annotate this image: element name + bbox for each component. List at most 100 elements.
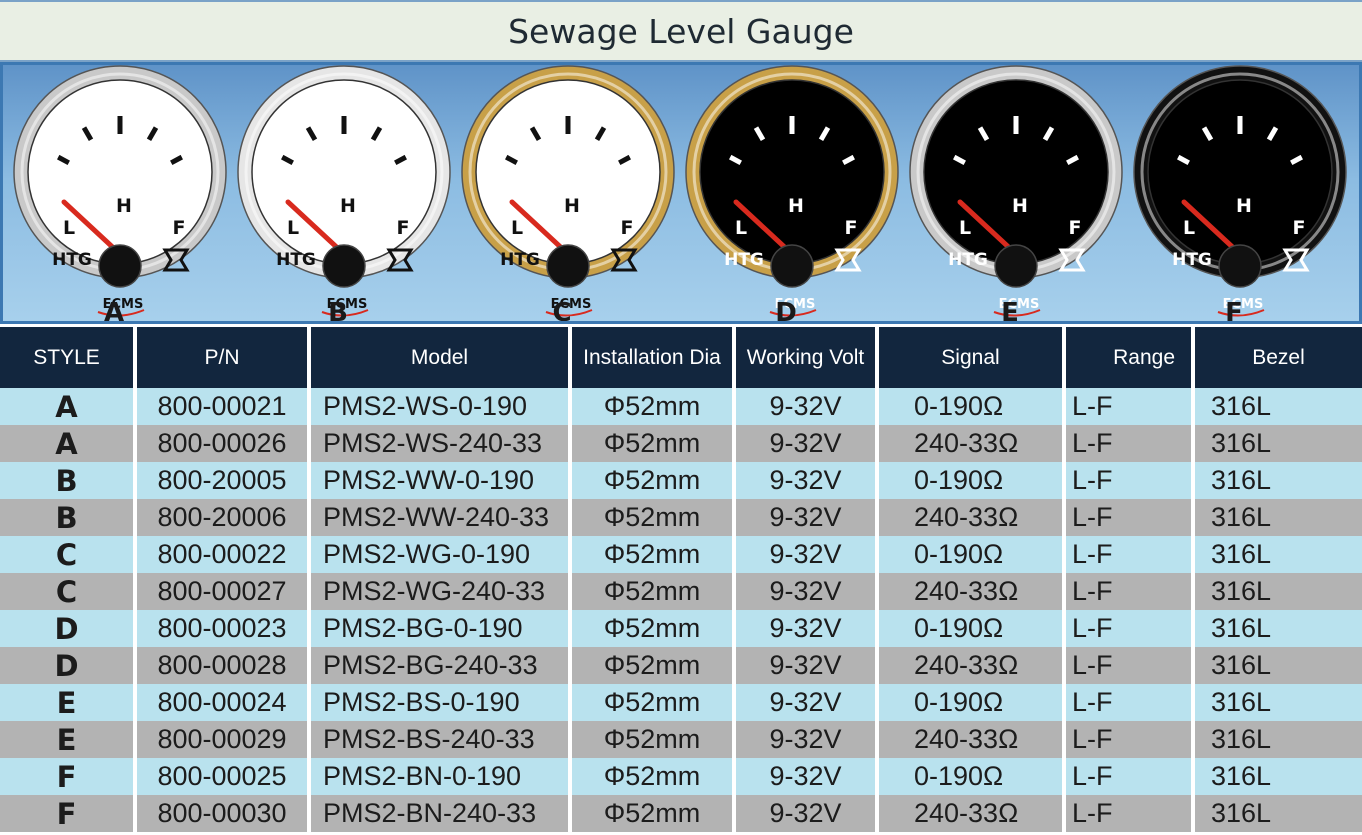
tick-mark bbox=[1066, 154, 1079, 165]
header-signal: Signal bbox=[875, 327, 1062, 388]
brand-logo: ECMS bbox=[775, 297, 816, 312]
cell-model: PMS2-BG-0-190 bbox=[307, 610, 568, 647]
cell-installation-dia: Φ52mm bbox=[568, 721, 732, 758]
tank-symbol-icon bbox=[1282, 248, 1310, 272]
tank-type-label: HTG bbox=[52, 250, 92, 270]
cell-range: L-F bbox=[1062, 684, 1191, 721]
cell-pn: 800-00021 bbox=[133, 388, 307, 425]
cell-installation-dia: Φ52mm bbox=[568, 462, 732, 499]
tick-mark bbox=[394, 154, 407, 165]
header-installation-dia: Installation Dia bbox=[568, 327, 732, 388]
cell-bezel: 316L bbox=[1191, 610, 1362, 647]
scale-label-half: H bbox=[340, 195, 356, 217]
cell-range: L-F bbox=[1062, 647, 1191, 684]
cell-bezel: 316L bbox=[1191, 758, 1362, 795]
cell-bezel: 316L bbox=[1191, 647, 1362, 684]
cell-style: B bbox=[0, 499, 133, 536]
cell-range: L-F bbox=[1062, 795, 1191, 832]
tick-mark bbox=[81, 126, 94, 142]
table-row: F 800-00030 PMS2-BN-240-33 Φ52mm 9-32V 240-33… bbox=[0, 795, 1362, 832]
title-bar: Sewage Level Gauge bbox=[0, 0, 1362, 62]
table-row: A 800-00026 PMS2-WS-240-33 Φ52mm 9-32V 240-33… bbox=[0, 425, 1362, 462]
page-title: Sewage Level Gauge bbox=[508, 11, 854, 51]
cell-style: E bbox=[0, 684, 133, 721]
cell-range: L-F bbox=[1062, 425, 1191, 462]
cell-style: C bbox=[0, 536, 133, 573]
cell-working-volt: 9-32V bbox=[732, 610, 875, 647]
cell-style: D bbox=[0, 610, 133, 647]
cell-model: PMS2-BS-240-33 bbox=[307, 721, 568, 758]
cell-style: C bbox=[0, 573, 133, 610]
cell-pn: 800-20006 bbox=[133, 499, 307, 536]
table-row: C 800-00027 PMS2-WG-240-33 Φ52mm 9-32V 240-33… bbox=[0, 573, 1362, 610]
scale-label-half: H bbox=[116, 195, 132, 217]
needle-hub bbox=[1218, 244, 1262, 288]
tick-mark bbox=[146, 126, 159, 142]
cell-installation-dia: Φ52mm bbox=[568, 684, 732, 721]
gauge-style-letter: F bbox=[1225, 298, 1243, 321]
tick-mark bbox=[1290, 154, 1303, 165]
tick-mark bbox=[170, 154, 183, 165]
header-range: Range bbox=[1062, 327, 1191, 388]
table-row: C 800-00022 PMS2-WG-0-190 Φ52mm 9-32V 0-190Ω L… bbox=[0, 536, 1362, 573]
brand-logo: ECMS bbox=[999, 297, 1040, 312]
tick-mark bbox=[1042, 126, 1055, 142]
cell-installation-dia: Φ52mm bbox=[568, 573, 732, 610]
brand-logo: ECMS bbox=[327, 297, 368, 312]
cell-range: L-F bbox=[1062, 462, 1191, 499]
table-row: F 800-00025 PMS2-BN-0-190 Φ52mm 9-32V 0-190Ω L… bbox=[0, 758, 1362, 795]
gauge-gallery: LHFHTGECMSALHFHTGECMSBLHFHTGECMSCLHFHTGE… bbox=[13, 65, 1347, 321]
cell-style: F bbox=[0, 758, 133, 795]
cell-installation-dia: Φ52mm bbox=[568, 795, 732, 832]
cell-bezel: 316L bbox=[1191, 462, 1362, 499]
scale-label-full: F bbox=[173, 217, 186, 239]
cell-installation-dia: Φ52mm bbox=[568, 610, 732, 647]
header-style: STYLE bbox=[0, 327, 133, 388]
cell-pn: 800-00026 bbox=[133, 425, 307, 462]
gauge-style-letter: B bbox=[328, 298, 348, 321]
cell-signal: 240-33Ω bbox=[875, 425, 1062, 462]
cell-signal: 0-190Ω bbox=[875, 758, 1062, 795]
cell-working-volt: 9-32V bbox=[732, 795, 875, 832]
tick-mark bbox=[818, 126, 831, 142]
tank-type-label: HTG bbox=[1172, 250, 1212, 270]
cell-working-volt: 9-32V bbox=[732, 758, 875, 795]
table-header-row: STYLE P/N Model Installation Dia Working… bbox=[0, 327, 1362, 388]
tick-mark bbox=[529, 126, 542, 142]
cell-bezel: 316L bbox=[1191, 499, 1362, 536]
cell-range: L-F bbox=[1062, 388, 1191, 425]
brand-swoosh bbox=[1217, 309, 1265, 317]
gauge-needle bbox=[61, 199, 123, 257]
cell-pn: 800-20005 bbox=[133, 462, 307, 499]
cell-pn: 800-00027 bbox=[133, 573, 307, 610]
brand-logo: ECMS bbox=[103, 297, 144, 312]
cell-bezel: 316L bbox=[1191, 795, 1362, 832]
cell-range: L-F bbox=[1062, 573, 1191, 610]
table-row: D 800-00023 PMS2-BG-0-190 Φ52mm 9-32V 0-190Ω L… bbox=[0, 610, 1362, 647]
header-pn: P/N bbox=[133, 327, 307, 388]
scale-label-full: F bbox=[1069, 217, 1082, 239]
cell-model: PMS2-WG-0-190 bbox=[307, 536, 568, 573]
tick-mark bbox=[618, 154, 631, 165]
gauge-strip: L H F HTG ECMS A L H F HTG ECMS B L H F HTG ECMS C L H F HTG E… bbox=[0, 62, 1362, 324]
cell-working-volt: 9-32V bbox=[732, 499, 875, 536]
cell-working-volt: 9-32V bbox=[732, 721, 875, 758]
cell-signal: 240-33Ω bbox=[875, 721, 1062, 758]
tick-mark bbox=[1266, 126, 1279, 142]
gauge-needle bbox=[957, 199, 1019, 257]
scale-label-low: L bbox=[511, 217, 523, 239]
cell-signal: 240-33Ω bbox=[875, 499, 1062, 536]
gauge-needle bbox=[285, 199, 347, 257]
cell-range: L-F bbox=[1062, 499, 1191, 536]
gauge-style-letter: A bbox=[104, 298, 124, 321]
cell-bezel: 316L bbox=[1191, 684, 1362, 721]
scale-label-half: H bbox=[1236, 195, 1252, 217]
tick-mark bbox=[953, 154, 966, 165]
gauge-style-letter: E bbox=[1001, 298, 1019, 321]
cell-signal: 0-190Ω bbox=[875, 684, 1062, 721]
cell-model: PMS2-BG-240-33 bbox=[307, 647, 568, 684]
cell-style: F bbox=[0, 795, 133, 832]
scale-label-full: F bbox=[1293, 217, 1306, 239]
